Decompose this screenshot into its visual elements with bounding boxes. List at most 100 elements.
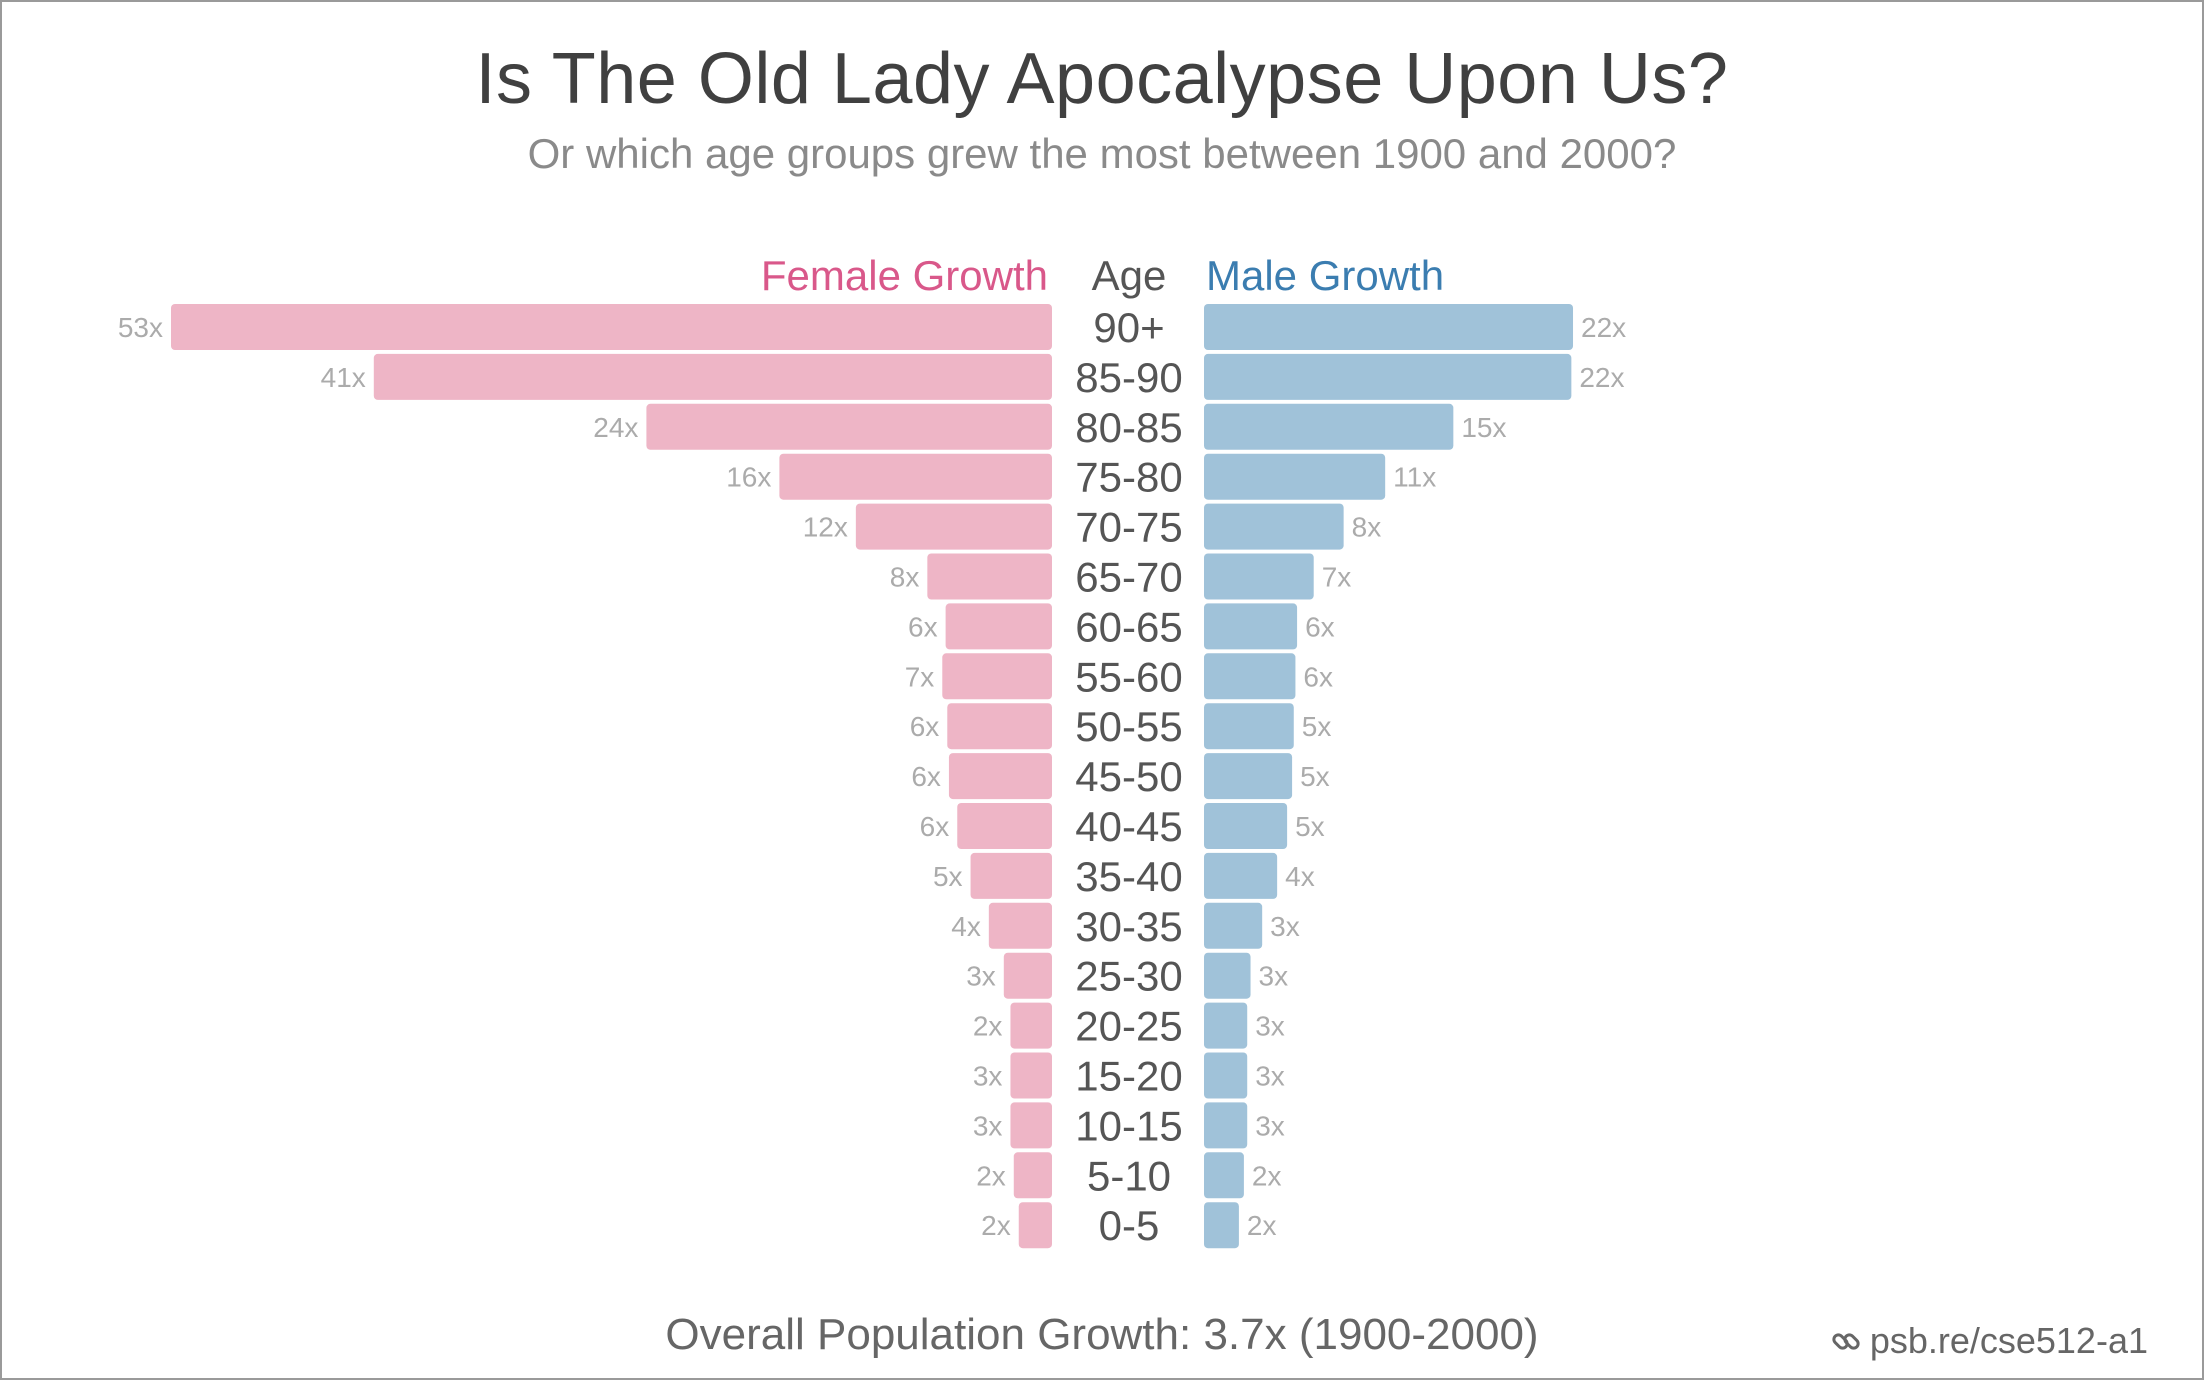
age-group-label: 30-35: [1075, 903, 1182, 950]
female-value-label: 5x: [933, 861, 963, 892]
male-value-label: 2x: [1252, 1160, 1282, 1191]
male-bar: [1204, 1052, 1248, 1099]
female-value-label: 6x: [908, 611, 938, 642]
male-value-label: 11x: [1393, 462, 1436, 493]
chart-title: Is The Old Lady Apocalypse Upon Us?: [475, 39, 1729, 119]
male-bar: [1204, 353, 1572, 400]
chart-subtitle: Or which age groups grew the most betwee…: [527, 130, 1677, 177]
age-group-label: 80-85: [1075, 404, 1182, 451]
age-group-label: 55-60: [1075, 653, 1182, 700]
male-bar: [1204, 304, 1574, 350]
age-group-label: 35-40: [1075, 853, 1182, 900]
male-value-label: 22x: [1581, 312, 1626, 343]
male-bar: [1204, 403, 1454, 450]
male-value-label: 15x: [1461, 412, 1506, 443]
age-group-label: 20-25: [1075, 1003, 1182, 1050]
female-value-label: 3x: [973, 1110, 1003, 1141]
age-group-label: 90+: [1093, 304, 1164, 351]
age-group-label: 0-5: [1099, 1202, 1160, 1249]
female-value-label: 7x: [905, 661, 935, 692]
female-bar: [988, 902, 1052, 949]
female-value-label: 6x: [911, 761, 941, 792]
male-value-label: 3x: [1270, 911, 1300, 942]
female-value-label: 41x: [321, 362, 366, 393]
female-value-label: 6x: [920, 811, 950, 842]
female-value-label: 2x: [981, 1210, 1011, 1241]
male-value-label: 7x: [1322, 562, 1352, 593]
female-bar: [646, 403, 1052, 450]
male-bar: [1204, 1202, 1239, 1249]
female-bar: [1003, 952, 1052, 999]
male-value-label: 5x: [1295, 811, 1325, 842]
female-bar: [947, 703, 1052, 750]
female-bar: [1010, 1052, 1052, 1099]
female-bar: [957, 803, 1052, 849]
link-icon: [1832, 1333, 1860, 1350]
age-group-label: 60-65: [1075, 603, 1182, 650]
female-bar: [779, 453, 1052, 500]
male-value-label: 2x: [1247, 1210, 1277, 1241]
female-bar: [927, 553, 1052, 600]
female-bar: [948, 753, 1052, 800]
female-header: Female Growth: [761, 252, 1048, 299]
age-group-label: 65-70: [1075, 554, 1182, 601]
male-bar: [1204, 553, 1314, 600]
female-bar: [373, 353, 1052, 400]
source-link[interactable]: psb.re/cse512-a1: [1830, 1320, 2148, 1362]
source-link-text: psb.re/cse512-a1: [1869, 1320, 2148, 1361]
male-value-label: 3x: [1255, 1061, 1285, 1092]
female-value-label: 8x: [890, 562, 920, 593]
female-value-label: 2x: [973, 1011, 1003, 1042]
chart-rows: 53x 22x 90+ 41x 22x 85-90 24x 15x 80-85 16x 11x 75-…: [118, 304, 1626, 1249]
female-value-label: 4x: [951, 911, 981, 942]
female-bar: [970, 852, 1052, 899]
female-bar: [945, 603, 1052, 650]
age-group-label: 50-55: [1075, 703, 1182, 750]
female-value-label: 3x: [973, 1061, 1003, 1092]
female-value-label: 53x: [118, 312, 163, 343]
female-value-label: 16x: [726, 462, 771, 493]
female-bar: [1013, 1152, 1052, 1199]
age-group-label: 10-15: [1075, 1102, 1182, 1149]
male-bar: [1204, 1002, 1248, 1049]
female-bar: [1010, 1002, 1052, 1049]
male-bar: [1204, 503, 1344, 550]
male-bar: [1204, 653, 1296, 700]
male-header: Male Growth: [1206, 252, 1444, 299]
age-header: Age: [1092, 252, 1167, 299]
female-bar: [1010, 1102, 1052, 1149]
age-group-label: 70-75: [1075, 504, 1182, 551]
male-bar: [1204, 603, 1298, 650]
male-bar: [1204, 803, 1288, 849]
male-bar: [1204, 703, 1294, 750]
age-group-label: 40-45: [1075, 803, 1182, 850]
male-value-label: 5x: [1300, 761, 1330, 792]
male-value-label: 4x: [1285, 861, 1315, 892]
male-value-label: 3x: [1259, 961, 1289, 992]
female-value-label: 3x: [966, 961, 996, 992]
overall-growth-footer: Overall Population Growth: 3.7x (1900-20…: [665, 1310, 1539, 1359]
age-group-label: 85-90: [1075, 354, 1182, 401]
male-bar: [1204, 852, 1278, 899]
male-value-label: 6x: [1305, 611, 1335, 642]
male-value-label: 22x: [1579, 362, 1624, 393]
female-bar: [171, 304, 1052, 350]
age-group-label: 75-80: [1075, 454, 1182, 501]
female-value-label: 24x: [593, 412, 638, 443]
female-bar: [942, 653, 1052, 700]
male-bar: [1204, 1102, 1248, 1149]
male-bar: [1204, 902, 1263, 949]
male-value-label: 3x: [1255, 1110, 1285, 1141]
male-bar: [1204, 1152, 1244, 1199]
female-value-label: 2x: [976, 1160, 1006, 1191]
female-value-label: 6x: [910, 711, 940, 742]
age-group-label: 45-50: [1075, 753, 1182, 800]
male-value-label: 3x: [1255, 1011, 1285, 1042]
female-bar: [1018, 1202, 1052, 1249]
age-group-label: 25-30: [1075, 953, 1182, 1000]
male-value-label: 8x: [1352, 512, 1382, 543]
age-group-label: 15-20: [1075, 1053, 1182, 1100]
male-value-label: 5x: [1302, 711, 1332, 742]
